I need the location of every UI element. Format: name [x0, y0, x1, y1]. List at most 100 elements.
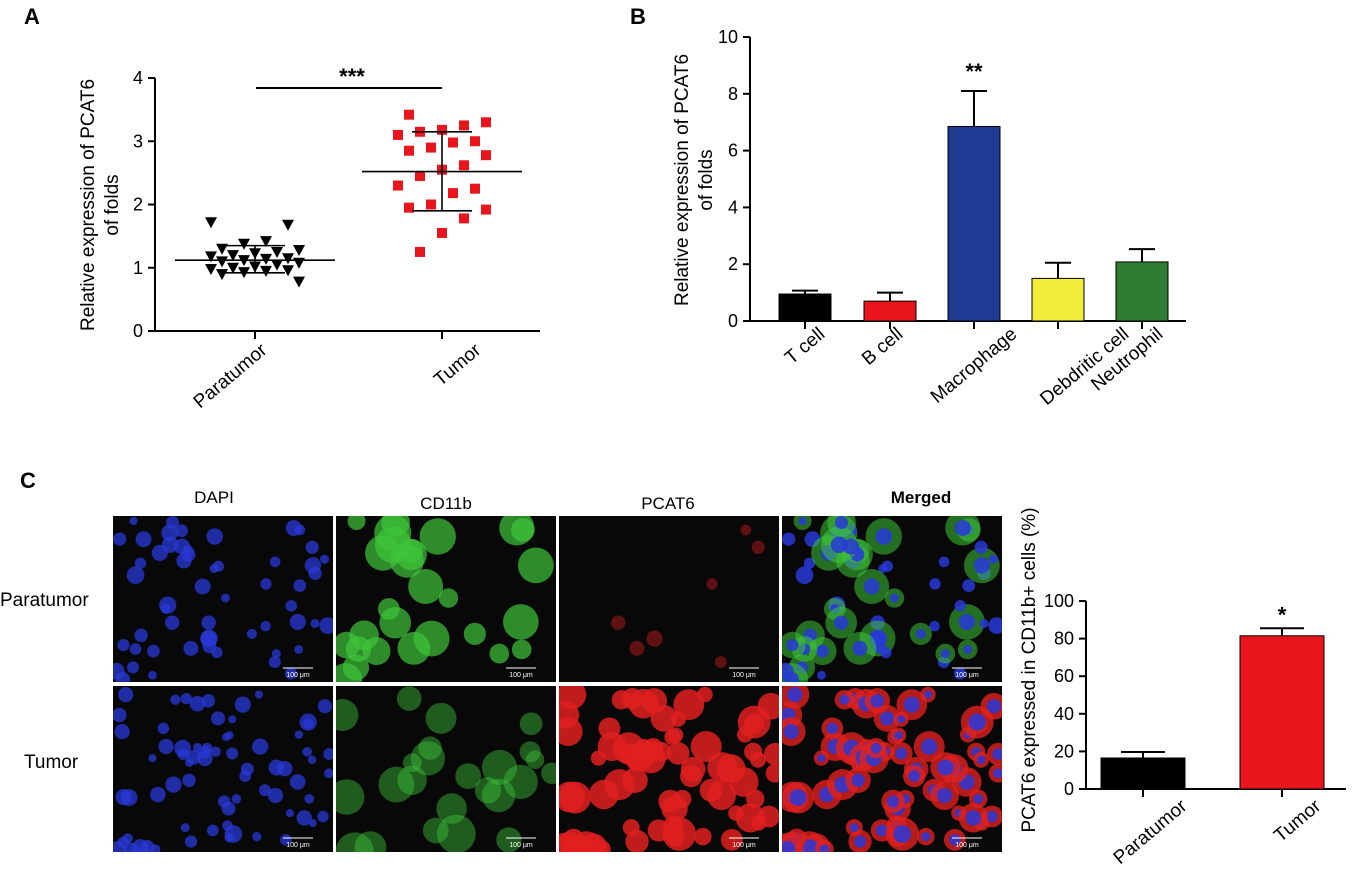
micrograph-cell — [438, 588, 459, 608]
panel-a-point-tumor — [426, 199, 436, 210]
micrograph-cell — [706, 578, 718, 590]
micrograph-cell — [425, 702, 457, 734]
micrograph-cell — [324, 768, 333, 779]
panel-a-ytick-label: 2 — [133, 195, 143, 215]
panel-a-point-tumor — [448, 137, 458, 148]
micrograph-cell — [160, 603, 171, 614]
panel-a-point-paratumor — [216, 256, 228, 268]
panel-b-bar — [1031, 277, 1085, 322]
micrograph-cell — [940, 649, 950, 659]
micrograph-cell — [184, 835, 198, 848]
micrograph-cell — [666, 742, 690, 765]
micrograph-cell — [662, 817, 697, 851]
panel-a-ytick-label: 4 — [133, 68, 143, 88]
panel-a-point-tumor — [404, 109, 414, 120]
micrograph-cell — [226, 747, 239, 760]
micrograph-cell — [224, 825, 243, 843]
micrograph-cell — [782, 532, 796, 546]
micrograph-cell — [622, 767, 648, 794]
micrograph-cell — [260, 620, 271, 632]
micrograph-cell — [976, 755, 986, 764]
micrograph-cell — [135, 531, 152, 548]
micrograph-cell — [150, 844, 161, 852]
micrograph-cell — [206, 824, 219, 837]
micrograph-cell — [293, 579, 307, 592]
micrograph-cell — [782, 841, 796, 852]
micrograph-cell — [268, 656, 281, 669]
micrograph-cell — [988, 554, 999, 564]
micrograph-cell — [436, 793, 467, 824]
micrograph-cell — [268, 759, 285, 776]
micrograph-cell — [285, 600, 298, 612]
micrograph-cell — [680, 764, 703, 788]
micrograph-cell — [285, 519, 302, 536]
micrograph-cell — [974, 540, 988, 554]
micrograph-cell — [817, 754, 826, 763]
micrograph-cell — [870, 742, 882, 754]
micrograph-cell — [817, 670, 826, 680]
micrograph-cell — [210, 711, 226, 726]
micrograph-cell — [816, 644, 829, 658]
panel-b-bar — [778, 293, 832, 322]
micrograph-cell — [735, 803, 765, 833]
micrograph-cell — [197, 750, 213, 767]
micrograph-cell — [481, 749, 518, 785]
micrograph-cell — [798, 516, 807, 526]
panel-a-point-paratumor — [293, 245, 305, 257]
micrograph-cells — [611, 524, 765, 669]
micrograph-cell — [525, 750, 545, 769]
panel-b-significance: ** — [965, 59, 983, 84]
micrograph-cells — [782, 686, 1002, 852]
micrograph-cell — [201, 742, 213, 754]
micrograph-cell — [915, 628, 926, 639]
micrograph-cell — [296, 810, 312, 826]
panel-a-point-paratumor — [205, 251, 217, 263]
panel-a-point-tumor — [404, 202, 414, 213]
micrograph-cell — [503, 764, 538, 800]
micrograph-cell — [285, 809, 294, 818]
panel-b-ylabel-line2: of folds — [696, 149, 717, 210]
micrograph-cell — [289, 774, 306, 790]
micrograph-cell — [305, 540, 319, 554]
micrograph-cell — [284, 667, 297, 680]
micrograph-cell — [336, 663, 363, 682]
micrograph-cell — [271, 649, 281, 659]
panel-b-ytick-label: 6 — [728, 141, 738, 161]
micrograph-cell — [499, 516, 535, 546]
micrograph-cell — [221, 593, 230, 603]
micrograph-cell — [114, 723, 130, 740]
micrograph-cell — [921, 832, 931, 842]
micrograph-cell — [890, 593, 899, 603]
micrograph-cell — [323, 748, 333, 761]
micrograph-cell — [870, 694, 885, 708]
micrograph-cell — [787, 687, 803, 703]
panel-a-point-paratumor — [205, 217, 217, 229]
panel-b-bar — [863, 300, 917, 322]
micrograph-cell — [134, 557, 147, 569]
micrograph-cell — [751, 540, 765, 554]
panel-a-chart: Relative expression of PCAT6 of folds 0 1… — [78, 64, 540, 413]
micrograph-cell — [210, 746, 221, 757]
micrograph-cell — [118, 687, 134, 703]
panel-a-point-paratumor — [227, 262, 239, 274]
micrograph-cell — [489, 643, 510, 664]
micrograph-paratumor-merged: 100 μm — [782, 516, 1002, 682]
panel-a-point-tumor — [415, 171, 425, 182]
micrograph-cell — [929, 578, 941, 590]
micrograph-cell — [410, 741, 446, 776]
micrograph-cell — [646, 630, 663, 647]
panel-a-xlabel-tumor: Tumor — [430, 339, 486, 390]
panel-b-ytick-label: 2 — [728, 254, 738, 274]
micrograph-cell — [422, 817, 449, 844]
micrograph-cell — [194, 578, 211, 595]
panel-a-point-tumor — [459, 120, 469, 131]
panel-b-bar — [1115, 261, 1169, 322]
micrograph-cell — [174, 739, 192, 757]
micrograph-cell — [826, 722, 839, 735]
micrograph-cell — [252, 832, 262, 842]
micrograph-cell — [954, 600, 967, 612]
micrograph-cell — [963, 645, 973, 654]
scale-bar-label: 100 μm — [732, 672, 756, 679]
micrograph-tumor-cd11b: 100 μm — [336, 686, 556, 852]
micrograph-cell — [765, 763, 779, 783]
